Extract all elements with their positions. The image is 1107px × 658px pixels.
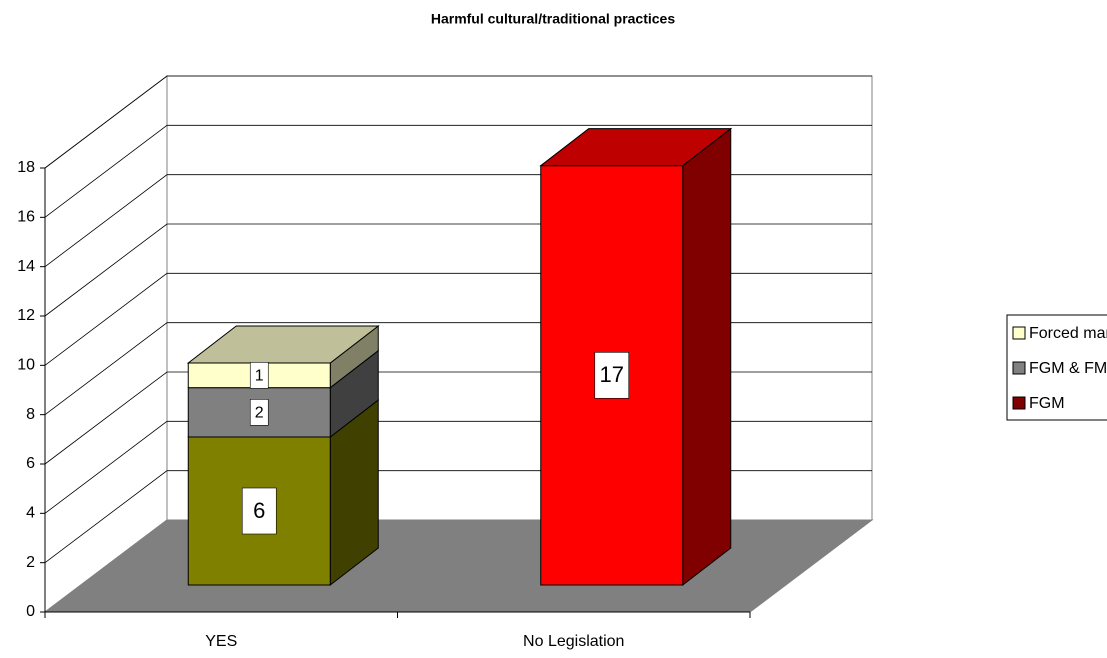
grid-line: [44, 124, 872, 218]
data-label: 1: [255, 368, 264, 385]
data-label-box: [594, 352, 630, 399]
bar-top: [539, 128, 733, 167]
side-wall: [44, 74, 168, 614]
data-label-box: [249, 399, 269, 426]
y-tick-label: 4: [26, 505, 35, 522]
y-tick-label: 0: [26, 603, 35, 620]
data-label-box: [241, 487, 277, 535]
y-tick-label: 18: [17, 159, 35, 176]
legend-swatch: [1012, 326, 1026, 340]
bar-top: [186, 325, 380, 364]
y-tick-label: 12: [17, 307, 35, 324]
data-label-box: [249, 362, 269, 389]
data-label: 6: [253, 498, 265, 523]
data-label: 17: [600, 362, 624, 387]
data-label: 2: [255, 405, 264, 422]
x-tick-label: No Legislation: [523, 633, 624, 650]
y-tick-label: 2: [26, 554, 35, 571]
legend-swatch: [1012, 361, 1026, 375]
x-tick-label: YES: [205, 633, 237, 650]
y-tick-label: 14: [17, 258, 35, 275]
grid-line: [44, 75, 872, 169]
chart-title: Harmful cultural/traditional practices: [431, 11, 675, 27]
y-tick-label: 16: [17, 209, 35, 226]
y-tick-label: 10: [17, 357, 35, 374]
floor: [43, 519, 874, 613]
legend-swatch: [1012, 396, 1026, 410]
legend-label: FGM: [1029, 395, 1065, 412]
legend-label: FGM & FM: [1029, 360, 1107, 377]
legend-label: Forced marriage: [1029, 325, 1107, 342]
bar-side: [682, 127, 732, 587]
y-tick-label: 6: [26, 455, 35, 472]
y-tick-label: 8: [26, 406, 35, 423]
